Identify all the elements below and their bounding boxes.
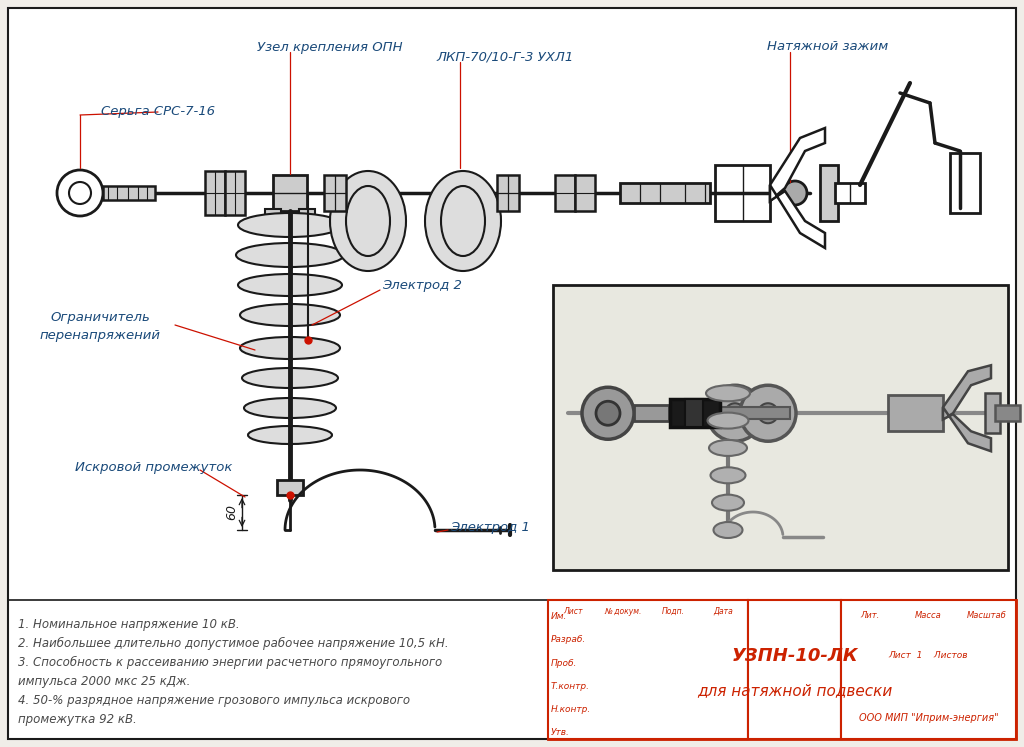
Text: 1. Номинальное напряжение 10 кВ.: 1. Номинальное напряжение 10 кВ.: [18, 618, 240, 631]
Text: для натяжной подвески: для натяжной подвески: [697, 683, 892, 698]
Circle shape: [69, 182, 91, 204]
Bar: [553, 285, 1008, 570]
Ellipse shape: [714, 522, 742, 538]
Bar: [548, 600, 748, 739]
Text: Ограничитель: Ограничитель: [50, 311, 150, 324]
Text: Лист  1    Листов: Лист 1 Листов: [889, 651, 969, 660]
Bar: [299, 209, 315, 223]
Bar: [715, 165, 770, 221]
Circle shape: [57, 170, 103, 216]
Ellipse shape: [346, 186, 390, 256]
Bar: [548, 600, 1016, 739]
Bar: [265, 209, 281, 223]
Bar: [324, 175, 346, 211]
Text: Масштаб: Масштаб: [967, 611, 1007, 620]
Text: ЛКП-70/10-Г-3 УХЛ1: ЛКП-70/10-Г-3 УХЛ1: [436, 51, 573, 63]
Text: 60: 60: [225, 504, 239, 521]
Circle shape: [596, 401, 620, 425]
Text: Лит.: Лит.: [860, 611, 880, 620]
Text: ООО МИП "Иприм-энергия": ООО МИП "Иприм-энергия": [859, 713, 998, 723]
Ellipse shape: [238, 274, 342, 296]
Text: Натяжной зажим: Натяжной зажим: [767, 40, 889, 54]
Circle shape: [725, 403, 745, 424]
Bar: [278, 480, 303, 495]
Text: № докум.: № докум.: [604, 607, 642, 616]
Ellipse shape: [236, 243, 344, 267]
Text: перенапряжений: перенапряжений: [40, 329, 161, 343]
Bar: [950, 153, 980, 213]
Bar: [720, 407, 790, 419]
Text: импульса 2000 мкс 25 кДж.: импульса 2000 мкс 25 кДж.: [18, 675, 190, 688]
Text: промежутка 92 кВ.: промежутка 92 кВ.: [18, 713, 137, 726]
Text: Узел крепления ОПН: Узел крепления ОПН: [257, 40, 402, 54]
Ellipse shape: [711, 468, 745, 483]
Text: Разраб.: Разраб.: [551, 636, 587, 645]
Text: Т.контр.: Т.контр.: [551, 682, 590, 691]
Bar: [620, 183, 710, 203]
Circle shape: [758, 403, 778, 424]
Ellipse shape: [708, 412, 749, 429]
Bar: [748, 600, 841, 739]
Bar: [888, 395, 943, 431]
Bar: [103, 186, 155, 200]
Text: Н.контр.: Н.контр.: [551, 705, 591, 714]
Circle shape: [740, 385, 796, 441]
Polygon shape: [943, 407, 991, 451]
Ellipse shape: [330, 171, 406, 271]
Ellipse shape: [244, 398, 336, 418]
Text: Им.: Им.: [551, 613, 567, 622]
Polygon shape: [770, 128, 825, 201]
Text: Электрод 2: Электрод 2: [382, 279, 462, 291]
Bar: [225, 171, 245, 215]
Ellipse shape: [706, 385, 750, 401]
Bar: [205, 171, 225, 215]
Text: Проб.: Проб.: [551, 659, 578, 668]
Ellipse shape: [712, 495, 744, 511]
Bar: [634, 406, 669, 421]
Text: Электрод 1: Электрод 1: [450, 521, 529, 533]
Ellipse shape: [441, 186, 485, 256]
Bar: [820, 165, 838, 221]
Bar: [497, 175, 519, 211]
Ellipse shape: [248, 426, 332, 444]
Circle shape: [582, 387, 634, 439]
Circle shape: [783, 181, 807, 205]
Text: Серьга СРС-7-16: Серьга СРС-7-16: [101, 105, 215, 119]
Bar: [273, 175, 307, 211]
Text: Утв.: Утв.: [551, 728, 570, 737]
Ellipse shape: [240, 337, 340, 359]
Text: 3. Способность к рассеиванию энергии расчетного прямоугольного: 3. Способность к рассеиванию энергии рас…: [18, 656, 442, 669]
Bar: [670, 399, 720, 427]
Text: УЗПН-10-ЛК: УЗПН-10-ЛК: [731, 647, 858, 665]
Text: Искровой промежуток: Искровой промежуток: [75, 462, 232, 474]
Text: Лист: Лист: [563, 607, 583, 616]
Bar: [685, 399, 703, 427]
Text: 4. 50-% разрядное напряжение грозового импульса искрового: 4. 50-% разрядное напряжение грозового и…: [18, 694, 411, 707]
Polygon shape: [943, 365, 991, 419]
Ellipse shape: [425, 171, 501, 271]
Ellipse shape: [240, 304, 340, 326]
Ellipse shape: [242, 368, 338, 388]
Ellipse shape: [709, 440, 746, 456]
Text: Подп.: Подп.: [662, 607, 684, 616]
Ellipse shape: [238, 213, 342, 237]
Bar: [835, 183, 865, 203]
Bar: [985, 393, 1000, 433]
Bar: [995, 406, 1020, 421]
Text: Дата: Дата: [713, 607, 733, 616]
Bar: [575, 175, 595, 211]
Text: Масса: Масса: [915, 611, 942, 620]
Bar: [555, 175, 575, 211]
Circle shape: [707, 385, 763, 441]
Bar: [841, 600, 1016, 739]
Polygon shape: [770, 185, 825, 248]
Text: 2. Наибольшее длительно допустимое рабочее напряжение 10,5 кН.: 2. Наибольшее длительно допустимое рабоч…: [18, 637, 449, 650]
